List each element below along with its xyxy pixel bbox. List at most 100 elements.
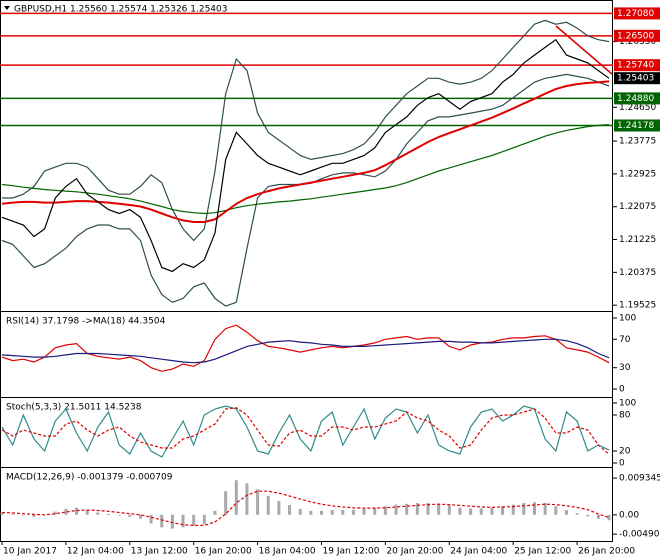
pane-title: MACD(12,26,9) -0.001379 -0.000709: [6, 473, 173, 483]
histogram-bar: [266, 495, 270, 515]
level-label: 1.25740: [617, 61, 654, 71]
histogram-bar: [11, 514, 15, 515]
histogram-bar: [138, 514, 142, 519]
x-tick-label: 10 Jan 2017: [3, 547, 57, 557]
y-tick-label: 1.22925: [619, 169, 656, 179]
x-tick-label: 19 Jan 12:00: [323, 547, 380, 557]
histogram-bar: [415, 503, 419, 515]
histogram-bar: [511, 504, 515, 515]
y-tick-label: 30: [619, 363, 631, 373]
histogram-bar: [383, 506, 387, 515]
histogram-bar: [309, 510, 313, 515]
series-line: [1, 38, 610, 273]
histogram-bar: [64, 508, 68, 515]
histogram-bar: [533, 502, 536, 515]
y-tick-label: 1.20375: [619, 268, 656, 278]
series-line: [2, 19, 610, 242]
x-tick-label: 16 Jan 20:00: [195, 547, 252, 557]
x-tick-label: 18 Jan 04:00: [259, 547, 316, 557]
y-tick-label: 0.009345: [619, 474, 660, 484]
y-tick-label: 0.00: [619, 510, 639, 520]
histogram-bar: [75, 507, 79, 515]
level-box: [614, 7, 660, 20]
y-tick-label: -0.004907: [619, 530, 660, 540]
histogram-bar: [575, 513, 579, 515]
series-line: [1, 407, 610, 455]
pane-title: GBPUSD,H1 1.25560 1.25574 1.25326 1.2540…: [14, 5, 227, 15]
y-tick-label: 1.22075: [619, 202, 656, 212]
histogram-bar: [341, 510, 345, 515]
level-box: [614, 29, 660, 42]
histogram-bar: [170, 514, 174, 529]
histogram-bar: [543, 503, 547, 515]
histogram-bar: [426, 503, 430, 515]
x-tick-label: 24 Jan 04:00: [450, 547, 507, 557]
y-tick-label: 70: [619, 335, 631, 345]
histogram-bar: [202, 514, 206, 525]
series-line: [1, 405, 610, 458]
histogram-bar: [288, 505, 292, 515]
histogram-bar: [277, 501, 281, 515]
histogram-bar: [373, 507, 377, 515]
y-tick-label: 1.19525: [619, 301, 656, 311]
y-tick-label: 0: [619, 385, 625, 395]
x-tick-label: 25 Jan 12:00: [514, 547, 571, 557]
histogram-bar: [586, 514, 590, 517]
level-box: [614, 59, 660, 72]
histogram-bar: [554, 506, 558, 515]
histogram-bar: [117, 514, 121, 516]
histogram-bar: [53, 511, 57, 515]
histogram-bar: [458, 507, 462, 515]
histogram-bar: [160, 514, 164, 528]
histogram-bar: [224, 491, 228, 515]
level-label: 1.27080: [617, 9, 654, 19]
histogram-bar: [298, 508, 302, 515]
histogram-bar: [479, 508, 483, 515]
histogram-bar: [128, 514, 132, 517]
histogram-bar: [490, 507, 494, 515]
y-tick-label: 1.26350: [619, 37, 656, 47]
series-line: [1, 80, 610, 223]
y-tick-label: 100: [619, 399, 636, 409]
histogram-bar: [32, 514, 36, 517]
y-tick-label: 20: [619, 447, 631, 457]
series-line: [1, 324, 610, 372]
last-price-label: 1.25403: [617, 74, 654, 84]
histogram-bar: [192, 514, 196, 526]
pane-title: RSI(14) 37.1798 ->MA(18) 44.3504: [6, 317, 166, 327]
x-tick-label: 20 Jan 20:00: [386, 547, 443, 557]
y-tick-label: 80: [619, 411, 631, 421]
histogram-bar: [85, 510, 89, 515]
histogram-bar: [607, 514, 611, 521]
histogram-bar: [256, 489, 260, 515]
histogram-bar: [96, 512, 100, 515]
histogram-bar: [469, 508, 473, 515]
trend-line: [555, 25, 613, 75]
histogram-bar: [501, 506, 505, 515]
histogram-bar: [181, 514, 185, 528]
histogram-bar: [107, 514, 110, 515]
histogram-bar: [213, 510, 217, 515]
histogram-bar: [0, 512, 4, 515]
histogram-bar: [21, 514, 25, 516]
x-tick-label: 26 Jan 20:00: [578, 547, 635, 557]
histogram-bar: [234, 480, 238, 515]
x-tick-label: 13 Jan 12:00: [131, 547, 188, 557]
histogram-bar: [437, 503, 441, 515]
level-label: 1.24178: [617, 121, 654, 131]
y-tick-label: 1.21225: [619, 235, 656, 245]
level-label: 1.24880: [617, 94, 654, 104]
y-tick-label: 0: [619, 459, 625, 469]
histogram-bar: [522, 503, 526, 515]
histogram-bar: [405, 503, 409, 515]
y-tick-label: 1.24650: [619, 103, 656, 113]
histogram-bar: [245, 483, 249, 515]
x-tick-label: 12 Jan 04:00: [67, 547, 124, 557]
y-tick-label: 1.23775: [619, 137, 656, 147]
y-tick-label: 100: [619, 314, 636, 324]
histogram-bar: [362, 508, 366, 515]
plot-frame: [0, 0, 613, 542]
histogram-bar: [351, 509, 355, 515]
histogram-bar: [394, 504, 398, 515]
